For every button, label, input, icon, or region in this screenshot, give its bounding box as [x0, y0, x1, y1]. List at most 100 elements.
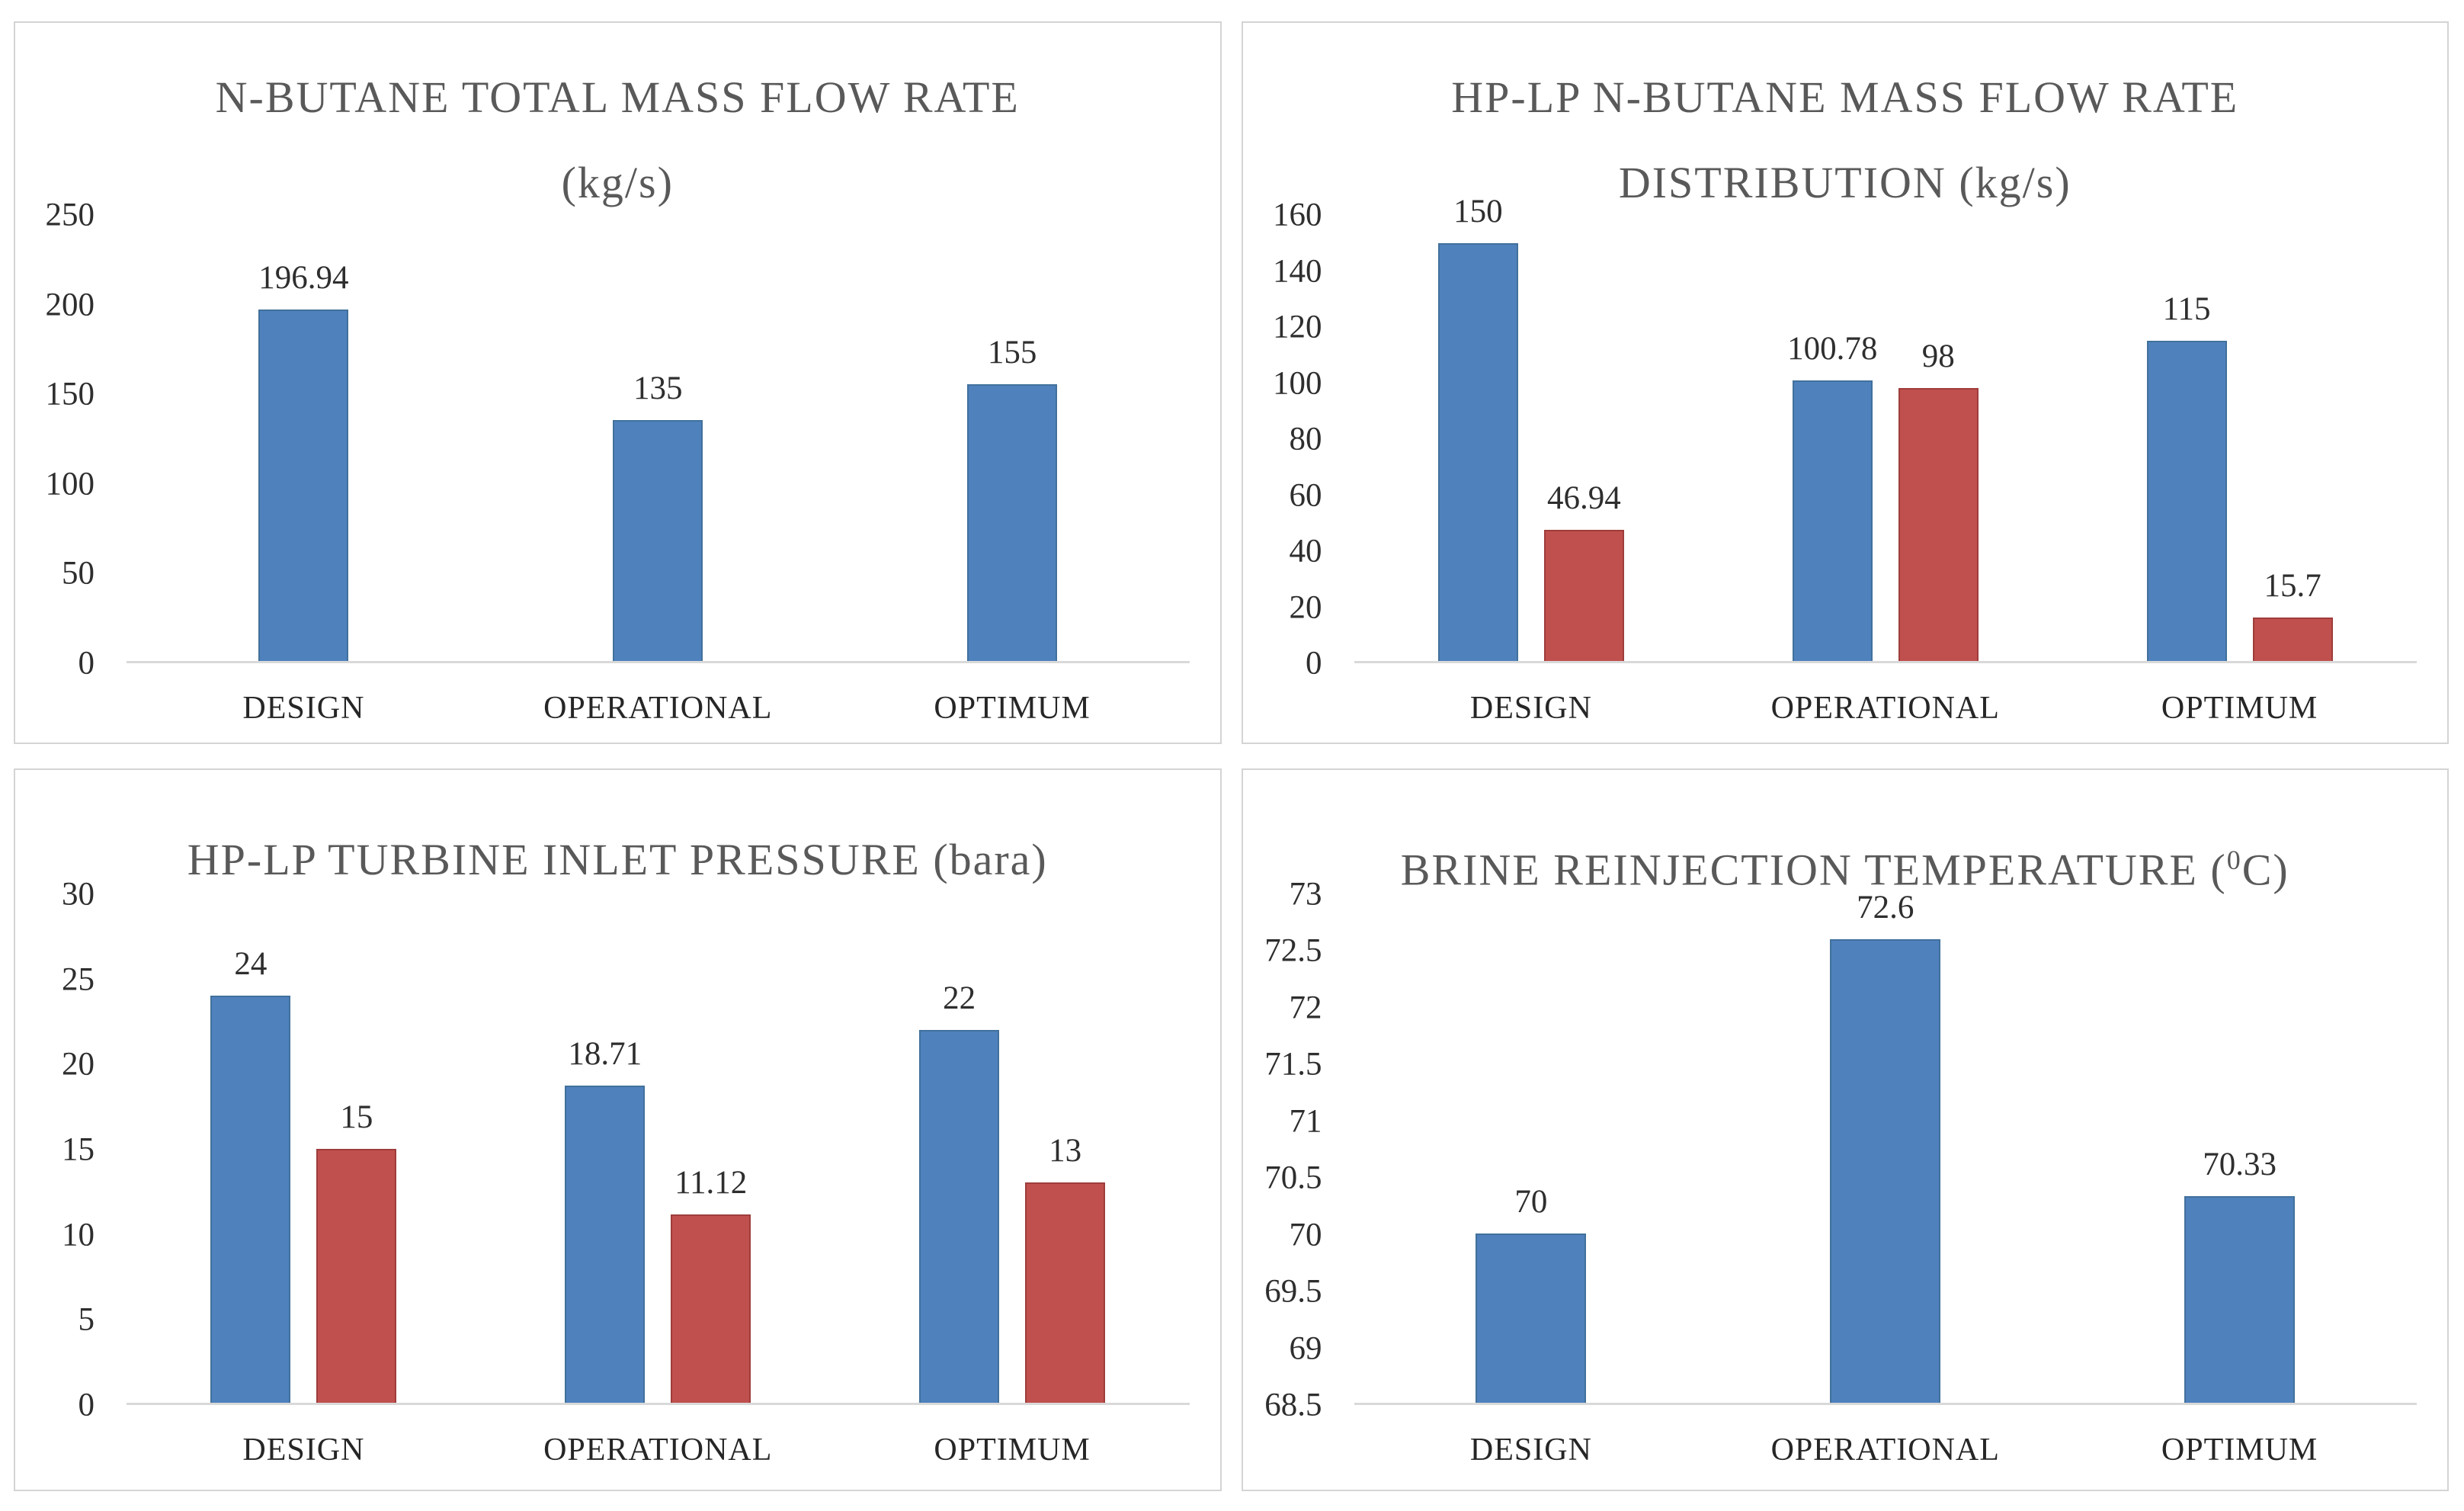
y-tick-label: 71	[1289, 1103, 1322, 1140]
bar-value-label: 115	[2162, 290, 2211, 327]
bar-value-label: 196.94	[258, 260, 349, 297]
bar-value-label: 22	[943, 980, 976, 1016]
y-tick-label: 160	[1273, 197, 1322, 233]
y-tick-label: 140	[1273, 253, 1322, 289]
y-tick-label: 40	[1289, 533, 1322, 569]
category-label: OPTIMUM	[2161, 691, 2318, 726]
category-label: DESIGN	[242, 691, 365, 726]
y-tick-label: 70.5	[1264, 1160, 1322, 1196]
bar-slot: 15.7	[2252, 215, 2333, 661]
bar-slot: 135	[613, 215, 703, 661]
bar-group: 100.78 98	[1708, 215, 2062, 661]
bar	[1830, 939, 1941, 1403]
y-tick-label: 20	[1289, 589, 1322, 625]
y-tick-label: 50	[62, 555, 95, 592]
bar-slot: 70.33	[2184, 894, 2296, 1403]
y-tick-label: 0	[1306, 645, 1322, 682]
chart-title-line: HP-LP TURBINE INLET PRESSURE (bara)	[187, 835, 1048, 884]
category-label: DESIGN	[242, 1432, 365, 1468]
plot-wrap: 68.5 69 69.5 70 70.5 71 71.5 72 72.5 73 70 72.6 70.…	[1264, 878, 2417, 1468]
y-axis: 0 50 100 150 200 250	[0, 199, 95, 680]
y-tick-label: 80	[1289, 421, 1322, 457]
bar	[1792, 380, 1873, 661]
bar-slot: 155	[967, 215, 1058, 661]
bar	[2146, 340, 2227, 661]
y-tick-label: 200	[45, 287, 95, 323]
bar	[2184, 1195, 2296, 1403]
y-tick-label: 70	[1289, 1217, 1322, 1253]
bar-group: 155	[835, 215, 1190, 661]
chart-title-pre: BRINE REINJECTION TEMPERATURE (	[1400, 845, 2227, 895]
y-tick-label: 69	[1289, 1330, 1322, 1367]
chart-title: HP-LP TURBINE INLET PRESSURE (bara)	[15, 817, 1220, 903]
x-axis-category-labels: DESIGN OPERATIONAL OPTIMUM	[1354, 691, 2418, 726]
bar-group: 70	[1354, 894, 1709, 1403]
category-label: OPERATIONAL	[1770, 691, 2000, 726]
bar	[210, 996, 291, 1403]
bar-value-label: 100.78	[1787, 330, 1878, 367]
x-axis-category-labels: DESIGN OPERATIONAL OPTIMUM	[127, 691, 1190, 726]
bar-group: 72.6	[1708, 890, 2062, 1403]
bar-value-label: 24	[234, 946, 268, 983]
chart-title-post: C)	[2241, 845, 2289, 895]
bar-group: 24 15	[127, 894, 481, 1403]
bar	[2252, 617, 2333, 661]
y-tick-label: 15	[62, 1131, 95, 1168]
y-axis: 0 20 40 60 80 100 120 140 160	[1147, 199, 1322, 680]
plot-wrap: 0 20 40 60 80 100 120 140 160 150 46.94 100.78 98 11…	[1273, 195, 2417, 726]
y-axis: 0 5 10 15 20 25 30	[0, 878, 95, 1422]
chart-panel-total-mass-flow: N-BUTANE TOTAL MASS FLOW RATE (kg/s) 0 50 1…	[14, 21, 1222, 744]
bar-group: 70.33	[2062, 894, 2417, 1403]
plot-wrap: 0 50 100 150 200 250 196.94 135 155 DESIGN OPERA…	[46, 199, 1190, 726]
y-tick-label: 0	[78, 645, 95, 682]
bar-value-label: 72.6	[1857, 890, 1914, 926]
y-tick-label: 0	[78, 1387, 95, 1423]
chart-title: N-BUTANE TOTAL MASS FLOW RATE (kg/s)	[15, 55, 1220, 226]
bar	[967, 384, 1058, 661]
plot-area: 70 72.6 70.33	[1354, 890, 2417, 1405]
bar-slot: 13	[1025, 894, 1106, 1403]
bar	[316, 1148, 397, 1403]
bar-value-label: 46.94	[1547, 480, 1621, 517]
x-axis-category-labels: DESIGN OPERATIONAL OPTIMUM	[1354, 1432, 2418, 1468]
bar-value-label: 150	[1453, 193, 1503, 229]
chart-panel-turbine-inlet-pressure: HP-LP TURBINE INLET PRESSURE (bara) 0 5 10…	[14, 768, 1222, 1491]
y-tick-label: 69.5	[1264, 1273, 1322, 1310]
bar-value-label: 155	[987, 335, 1037, 371]
chart-panel-hp-lp-mass-flow-distribution: HP-LP N-BUTANE MASS FLOW RATE DISTRIBUTIO…	[1241, 21, 2449, 744]
bar-slot: 150	[1437, 195, 1518, 661]
y-tick-label: 60	[1289, 477, 1322, 513]
bar	[1476, 1233, 1587, 1403]
category-label: OPTIMUM	[934, 691, 1091, 726]
category-label: OPERATIONAL	[1770, 1432, 2000, 1468]
chart-title: HP-LP N-BUTANE MASS FLOW RATE DISTRIBUTIO…	[1243, 55, 2448, 226]
bar-value-label: 135	[633, 371, 683, 407]
category-label: DESIGN	[1469, 1432, 1592, 1468]
category-label: DESIGN	[1469, 691, 1592, 726]
bar-slot: 24	[210, 894, 291, 1403]
bar-value-label: 15.7	[2264, 567, 2321, 604]
bar	[565, 1086, 646, 1403]
y-tick-label: 25	[62, 961, 95, 998]
plot-area: 196.94 135 155	[127, 215, 1190, 663]
category-label: OPERATIONAL	[543, 1432, 773, 1468]
chart-panel-brine-reinjection-temperature: BRINE REINJECTION TEMPERATURE (0C) 68.5 6…	[1241, 768, 2449, 1491]
bar-slot: 22	[919, 894, 1000, 1403]
bar-value-label: 70.33	[2203, 1146, 2277, 1182]
bar-slot: 46.94	[1543, 215, 1624, 661]
bar	[1543, 530, 1624, 661]
bar	[919, 1029, 1000, 1403]
category-label: OPERATIONAL	[543, 691, 773, 726]
bar-value-label: 15	[340, 1099, 373, 1135]
chart-title-line: HP-LP N-BUTANE MASS FLOW RATE	[1451, 72, 2239, 122]
bar	[613, 420, 703, 661]
y-tick-label: 30	[62, 876, 95, 913]
bar-slot: 18.71	[565, 894, 646, 1403]
y-tick-label: 10	[62, 1217, 95, 1253]
bar-slot: 98	[1898, 215, 1979, 661]
y-tick-label: 72.5	[1264, 932, 1322, 969]
y-tick-label: 73	[1289, 876, 1322, 913]
bar-group: 135	[481, 215, 835, 661]
chart-title: BRINE REINJECTION TEMPERATURE (0C)	[1243, 817, 2448, 913]
y-tick-label: 250	[45, 197, 95, 233]
